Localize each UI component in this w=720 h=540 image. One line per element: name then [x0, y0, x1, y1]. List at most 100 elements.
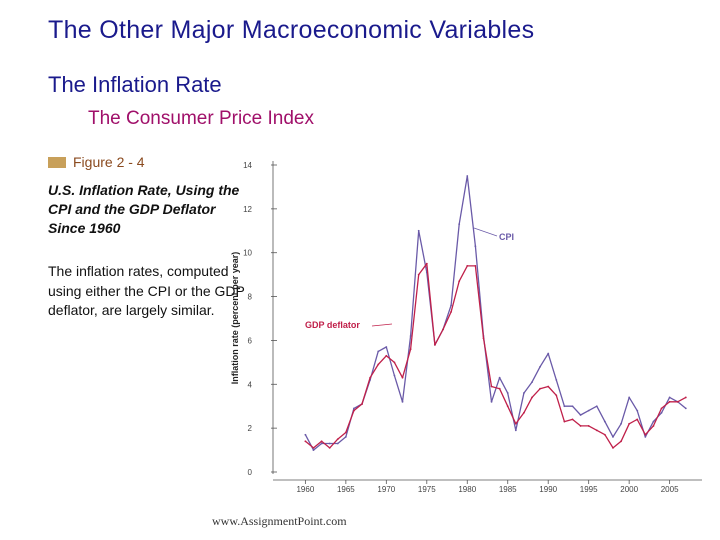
data-point	[320, 440, 323, 443]
data-point	[563, 420, 566, 423]
y-tick-label: 0	[248, 468, 253, 477]
data-point	[393, 374, 396, 377]
data-point	[539, 387, 542, 390]
data-point	[442, 328, 444, 331]
data-point	[328, 446, 331, 449]
data-point	[652, 420, 655, 423]
data-point	[668, 400, 671, 403]
data-point	[466, 175, 469, 177]
data-point	[474, 264, 477, 267]
x-tick-label: 1975	[418, 485, 436, 494]
y-tick-label: 8	[248, 293, 253, 302]
data-point	[684, 407, 687, 410]
data-point	[668, 396, 671, 399]
series-line-cpi	[304, 175, 687, 451]
x-tick-label: 1995	[580, 485, 598, 494]
x-tick-label: 1985	[499, 485, 517, 494]
data-point	[498, 376, 501, 379]
series-line-gdp-deflator	[304, 263, 687, 449]
data-point	[587, 409, 590, 412]
data-point	[636, 409, 639, 412]
figure-swatch-icon	[48, 156, 66, 168]
data-point	[603, 420, 606, 423]
data-point	[644, 436, 647, 438]
data-point	[660, 411, 663, 414]
series-label-cpi: CPI	[499, 232, 514, 242]
data-point	[636, 418, 639, 421]
data-point	[531, 381, 533, 383]
data-point	[514, 429, 517, 432]
y-tick-label: 4	[248, 380, 253, 389]
footer-url: www.AssignmentPoint.com	[212, 514, 347, 528]
data-point	[595, 429, 598, 432]
data-point	[644, 433, 647, 436]
data-point	[385, 346, 388, 348]
data-point	[409, 335, 412, 337]
data-point	[320, 442, 323, 445]
data-point	[523, 411, 525, 414]
data-point	[620, 422, 622, 425]
data-point	[506, 392, 509, 394]
data-point	[579, 414, 582, 416]
data-point	[587, 425, 590, 427]
series-label-gdp-deflator: GDP deflator	[305, 320, 360, 330]
data-point	[563, 405, 566, 408]
data-point	[401, 400, 404, 403]
data-point	[652, 425, 655, 427]
data-point	[571, 418, 574, 421]
data-point	[474, 245, 477, 248]
data-point	[506, 405, 509, 408]
data-point	[377, 350, 380, 353]
data-point	[603, 433, 606, 436]
slide-subsubtitle: The Consumer Price Index	[88, 108, 314, 129]
data-point	[514, 422, 517, 425]
y-tick-label: 2	[248, 424, 253, 433]
x-tick-label: 1965	[337, 485, 355, 494]
data-point	[555, 379, 558, 381]
x-tick-label: 1990	[539, 485, 557, 494]
data-point	[312, 446, 315, 449]
data-point	[336, 442, 339, 445]
data-point	[344, 436, 347, 438]
figure-caption: U.S. Inflation Rate, Using the CPI and t…	[48, 182, 240, 236]
data-point	[401, 376, 404, 379]
data-point	[409, 348, 412, 351]
data-point	[498, 387, 501, 390]
data-point	[628, 422, 631, 425]
series-label-cpi-leader	[473, 227, 498, 237]
data-point	[417, 229, 420, 232]
figure-description: The inflation rates, computed using eith…	[48, 263, 245, 318]
data-point	[312, 449, 315, 451]
data-point	[547, 385, 550, 388]
data-point	[377, 363, 380, 366]
data-point	[304, 433, 307, 436]
data-point	[433, 343, 436, 346]
x-tick-label: 2000	[620, 485, 638, 494]
data-point	[547, 352, 550, 355]
data-point	[539, 365, 542, 368]
data-point	[482, 337, 485, 340]
data-point	[450, 311, 452, 313]
series-label-gdp-leader	[371, 323, 393, 327]
data-point	[304, 440, 307, 443]
slide-title: The Other Major Macroeconomic Variables	[48, 16, 535, 44]
data-point	[458, 223, 461, 226]
data-point	[458, 280, 461, 283]
slide-subtitle: The Inflation Rate	[48, 72, 222, 97]
y-tick-label: 10	[243, 249, 252, 258]
data-point	[353, 407, 355, 410]
data-point	[676, 400, 679, 403]
data-point	[369, 376, 372, 379]
data-point	[684, 396, 687, 399]
data-point	[336, 438, 339, 441]
x-tick-label: 1980	[458, 485, 476, 494]
figure-label: Figure 2 - 4	[48, 154, 145, 170]
x-tick-label: 2005	[661, 485, 679, 494]
y-axis-title: Inflation rate (percent per year)	[230, 252, 240, 385]
data-point	[595, 405, 598, 408]
data-point	[361, 403, 363, 405]
data-point	[660, 407, 663, 410]
y-tick-label: 14	[243, 161, 252, 170]
x-tick-label: 1960	[296, 485, 314, 494]
